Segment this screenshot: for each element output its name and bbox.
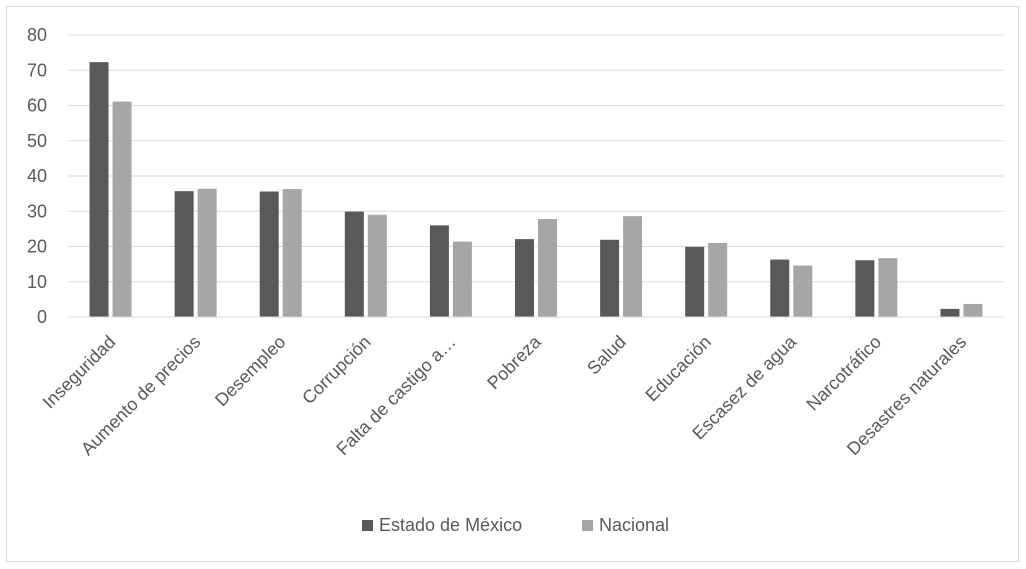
x-category-label: Inseguridad xyxy=(39,332,120,413)
bar-estado-de-mexico xyxy=(344,211,364,317)
y-tick-label: 20 xyxy=(27,237,47,257)
bar-nacional xyxy=(878,258,898,317)
bar-estado-de-mexico xyxy=(429,225,449,317)
x-category-label: Narcotráfico xyxy=(802,332,885,415)
bar-nacional xyxy=(282,189,302,317)
x-category-label: Desempleo xyxy=(211,332,290,411)
y-tick-label: 0 xyxy=(37,307,47,327)
x-category-label: Salud xyxy=(583,332,630,379)
bar-estado-de-mexico xyxy=(600,239,620,317)
bar-nacional xyxy=(963,303,983,317)
x-category-label: Corrupción xyxy=(298,332,374,408)
legend: Estado de México Nacional xyxy=(362,515,669,535)
legend-swatch xyxy=(362,520,373,531)
y-tick-label: 80 xyxy=(27,25,47,45)
bar-estado-de-mexico xyxy=(89,62,109,317)
bar-nacional xyxy=(708,242,728,317)
bar-nacional xyxy=(112,101,132,317)
y-tick-label: 40 xyxy=(27,166,47,186)
bar-nacional xyxy=(623,216,643,317)
legend-label: Nacional xyxy=(599,515,669,535)
bar-estado-de-mexico xyxy=(770,259,790,317)
bar-estado-de-mexico xyxy=(174,191,194,317)
bar-nacional xyxy=(367,214,387,317)
x-category-label: Educación xyxy=(641,332,715,406)
bar-nacional xyxy=(538,219,557,317)
y-tick-label: 70 xyxy=(27,60,47,80)
bar-estado-de-mexico xyxy=(855,260,875,317)
y-tick-label: 50 xyxy=(27,131,47,151)
x-category-label: Pobreza xyxy=(483,331,545,393)
bar-nacional xyxy=(793,265,813,317)
legend-label: Estado de México xyxy=(379,515,522,535)
bar-estado-de-mexico xyxy=(940,308,960,317)
bar-estado-de-mexico xyxy=(259,191,279,317)
y-tick-label: 30 xyxy=(27,201,47,221)
bar-nacional xyxy=(197,188,217,317)
bar-estado-de-mexico xyxy=(515,239,534,317)
y-tick-label: 60 xyxy=(27,96,47,116)
bar-nacional xyxy=(452,241,472,317)
gridlines xyxy=(68,34,1004,283)
bar-estado-de-mexico xyxy=(685,246,705,317)
y-axis-tick-labels: 0 10 20 30 40 50 60 70 80 xyxy=(27,25,47,327)
y-tick-label: 10 xyxy=(27,272,47,292)
bars xyxy=(89,62,983,317)
legend-swatch xyxy=(582,520,593,531)
